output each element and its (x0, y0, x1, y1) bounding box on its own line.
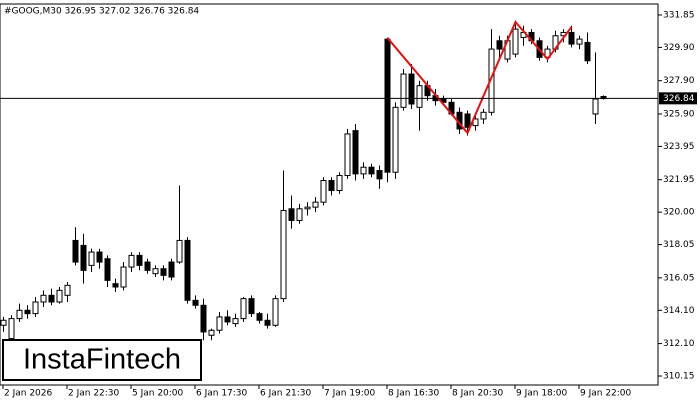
logo-text: InstaFintech (23, 344, 181, 376)
candle-body (280, 209, 287, 300)
candle-body (360, 166, 367, 175)
candle-body (344, 133, 351, 177)
y-tick-label: 312.10 (663, 339, 695, 349)
candle-body (488, 48, 495, 113)
candle-body (576, 38, 583, 45)
candle-body (264, 319, 271, 326)
y-tick-label: 316.05 (663, 273, 695, 283)
x-tick-label: 8 Jan 16:30 (388, 389, 440, 399)
candle-body (352, 130, 359, 175)
candle-body (224, 316, 231, 323)
y-tick-label: 329.90 (663, 43, 695, 53)
candle-body (16, 309, 23, 320)
candle-body (176, 239, 183, 263)
logo: InstaFintech (2, 339, 202, 381)
candle-body (208, 329, 215, 336)
candle-body (496, 40, 503, 50)
x-tick-label: 7 Jan 19:00 (324, 389, 376, 399)
candle-body (120, 266, 127, 288)
y-tick-label: 331.85 (663, 10, 695, 20)
candle-body (400, 73, 407, 108)
candle-body (304, 206, 311, 210)
candle-body (376, 170, 383, 180)
y-tick-label: 321.95 (663, 175, 695, 185)
candle-body (160, 268, 167, 276)
candle-body (392, 106, 399, 173)
y-tick-label: 314.10 (663, 306, 695, 316)
candle-body (416, 85, 423, 108)
candle-body (272, 298, 279, 326)
candle-body (168, 261, 175, 278)
current-price-box (659, 92, 697, 105)
candle-body (40, 294, 47, 303)
candle-body (248, 298, 255, 315)
candle-body (112, 283, 119, 288)
candle-body (184, 239, 191, 301)
y-tick-label: 320.00 (663, 208, 695, 218)
x-tick-label: 6 Jan 17:30 (196, 389, 248, 399)
current-price-label: 326.84 (663, 94, 695, 104)
plot-frame (0, 3, 659, 386)
candle-body (232, 318, 239, 325)
x-tick-label: 5 Jan 20:00 (132, 389, 184, 399)
candle-body (320, 180, 327, 203)
candle-body (96, 251, 103, 263)
candle-body (216, 316, 223, 331)
candle-body (200, 304, 207, 333)
candle-body (32, 301, 39, 315)
candle-body (8, 318, 15, 340)
candle-body (464, 113, 471, 128)
candle-body (192, 299, 199, 306)
candle-body (80, 244, 87, 271)
candle-body (336, 175, 343, 192)
candle-body (512, 28, 519, 55)
candle-body (56, 289, 63, 303)
candle-body (152, 268, 159, 275)
candle-body (104, 258, 111, 281)
candle-body (128, 254, 135, 268)
pattern-line (386, 20, 573, 135)
y-tick-label: 327.90 (663, 76, 695, 86)
candle-body (408, 73, 415, 105)
candle-body (592, 98, 599, 115)
chart-title: #GOOG,M30 326.95 327.02 326.76 326.84 (4, 7, 199, 17)
y-tick-label: 323.95 (663, 142, 695, 152)
y-tick-label: 318.05 (663, 240, 695, 250)
candle-body (72, 239, 79, 263)
x-tick-label: 2 Jan 2026 (4, 389, 52, 399)
candle-body (368, 166, 375, 175)
candle-body (64, 284, 71, 296)
candle-body (48, 294, 55, 303)
candle-body (296, 208, 303, 221)
candle-body (312, 201, 319, 208)
x-tick-label: 8 Jan 20:30 (452, 389, 504, 399)
candle-body (328, 180, 335, 192)
x-tick-label: 9 Jan 22:00 (580, 389, 632, 399)
candle-body (480, 111, 487, 120)
x-tick-label: 2 Jan 22:30 (68, 389, 120, 399)
y-tick-label: 325.90 (663, 109, 695, 119)
candle-body (0, 319, 7, 326)
x-tick-label: 6 Jan 21:30 (260, 389, 312, 399)
candle-body (240, 298, 247, 320)
logo-box (2, 339, 202, 381)
candle-body (256, 313, 263, 321)
y-tick-label: 310.15 (663, 372, 695, 382)
candle-body (288, 208, 295, 221)
candle-body (384, 38, 391, 173)
candle-body (136, 254, 143, 266)
candle-body (584, 41, 591, 62)
x-tick-label: 9 Jan 18:00 (516, 389, 568, 399)
candle-body (568, 31, 575, 45)
candle-body (144, 261, 151, 271)
candle-body (88, 251, 95, 266)
candle-body (24, 309, 31, 315)
